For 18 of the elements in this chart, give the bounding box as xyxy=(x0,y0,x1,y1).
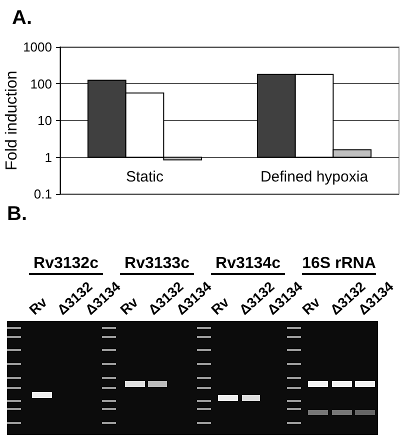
y-tick-label: 1 xyxy=(44,150,52,165)
text: Rv xyxy=(298,294,323,318)
text: 16S rRNA xyxy=(302,255,376,272)
y-tick-label: 10 xyxy=(38,113,52,128)
text: Rv xyxy=(208,294,232,318)
chart-title: A. xyxy=(12,7,32,29)
y-tick-label: 0.1 xyxy=(34,186,52,202)
y-tick-label: 1000 xyxy=(23,40,52,54)
x-tick-label: Defined hypoxia xyxy=(260,168,369,186)
y-tick-label: 100 xyxy=(30,76,52,92)
text: Rv xyxy=(26,294,50,318)
text: B. xyxy=(7,203,27,225)
text: Rv xyxy=(116,294,141,318)
text: Rv3134c xyxy=(216,255,280,272)
y-axis-title: Fold induction xyxy=(4,70,20,170)
text: Rv3133c xyxy=(124,255,190,272)
x-tick-label: Static xyxy=(126,168,164,186)
text: Rv3132c xyxy=(34,255,98,272)
